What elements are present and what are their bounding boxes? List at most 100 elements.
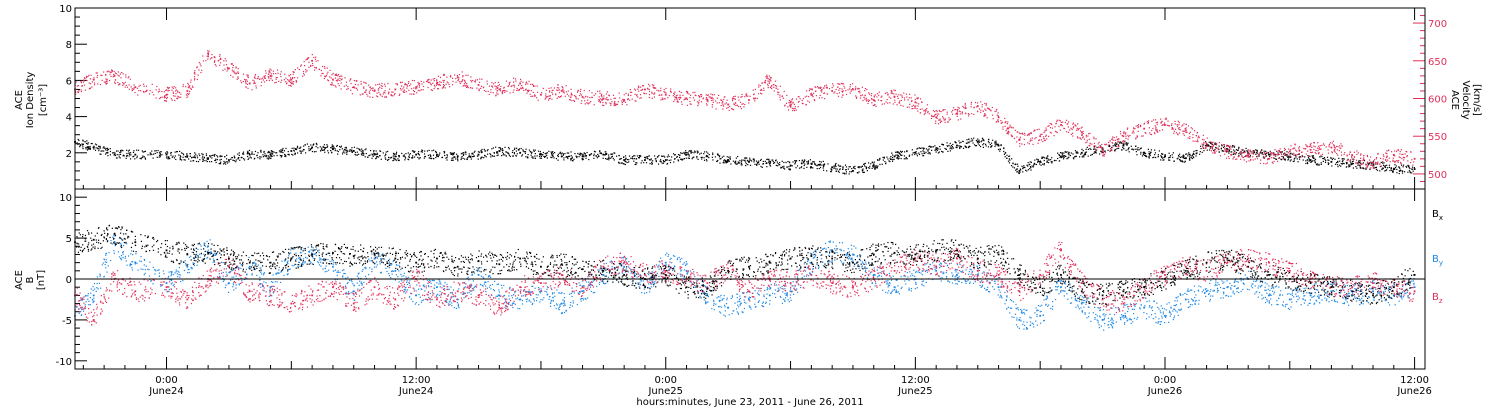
velocity-series-dot bbox=[496, 86, 498, 88]
velocity-series-dot bbox=[288, 75, 290, 77]
density-series-dot bbox=[395, 159, 397, 161]
velocity-series-dot bbox=[385, 96, 388, 98]
density-series-dot bbox=[626, 161, 628, 164]
density-series-dot bbox=[81, 143, 83, 145]
density-series-dot bbox=[608, 157, 610, 159]
velocity-series-dot bbox=[432, 82, 434, 84]
velocity-series-dot bbox=[517, 89, 519, 91]
density-series-dot bbox=[460, 158, 462, 161]
velocity-series-dot bbox=[757, 93, 760, 95]
velocity-series-dot bbox=[641, 89, 643, 91]
velocity-series-dot bbox=[1153, 132, 1156, 134]
velocity-series-dot bbox=[384, 83, 386, 85]
density-series-dot bbox=[690, 152, 692, 154]
velocity-series-dot bbox=[223, 60, 225, 62]
velocity-series-dot bbox=[240, 80, 242, 82]
density-series-dot bbox=[780, 167, 782, 169]
density-series-dot bbox=[1182, 154, 1184, 156]
density-series-dot bbox=[490, 156, 492, 158]
density-series-dot bbox=[975, 145, 977, 147]
velocity-series-dot bbox=[226, 66, 229, 69]
density-series-dot bbox=[992, 139, 994, 141]
density-series-dot bbox=[940, 150, 943, 153]
density-series-dot bbox=[1235, 149, 1238, 151]
density-series-dot bbox=[239, 159, 241, 161]
density-series-dot bbox=[552, 153, 554, 155]
density-series-dot bbox=[264, 155, 266, 157]
density-series-dot bbox=[773, 162, 775, 164]
density-series-dot bbox=[413, 156, 416, 158]
density-series-dot bbox=[814, 164, 817, 166]
density-series-dot bbox=[97, 147, 99, 149]
velocity-series-dot bbox=[985, 114, 987, 116]
velocity-series-dot bbox=[149, 90, 151, 92]
density-series-dot bbox=[619, 158, 622, 160]
density-series-dot bbox=[129, 158, 132, 160]
density-series-dot bbox=[1340, 165, 1342, 167]
velocity-series-dot bbox=[743, 106, 745, 108]
velocity-series-dot bbox=[551, 98, 553, 100]
velocity-series-dot bbox=[110, 69, 113, 71]
density-series-dot bbox=[903, 151, 906, 153]
density-series-dot bbox=[1068, 156, 1070, 158]
density-series-dot bbox=[398, 155, 400, 157]
density-series-dot bbox=[1008, 162, 1011, 164]
velocity-series-dot bbox=[1079, 137, 1081, 139]
density-series-dot bbox=[1244, 155, 1247, 157]
velocity-series-dot bbox=[930, 117, 933, 120]
density-series-dot bbox=[801, 162, 803, 164]
velocity-series-dot bbox=[1147, 120, 1150, 122]
velocity-series-dot bbox=[894, 99, 896, 101]
density-series-point-21 bbox=[519, 151, 522, 154]
velocity-series-dot bbox=[345, 81, 348, 83]
density-series-dot bbox=[1177, 157, 1179, 159]
density-series-dot bbox=[463, 153, 465, 155]
velocity-series-dot bbox=[317, 60, 319, 62]
velocity-series-dot bbox=[967, 113, 969, 115]
velocity-series-dot bbox=[789, 102, 791, 104]
velocity-series-dot bbox=[193, 76, 196, 78]
velocity-series-point-57 bbox=[1268, 157, 1270, 160]
density-series-dot bbox=[439, 152, 441, 154]
velocity-series-dot bbox=[275, 76, 277, 79]
velocity-series-dot bbox=[1114, 139, 1116, 141]
velocity-series-dot bbox=[507, 85, 509, 88]
velocity-series-dot bbox=[648, 88, 650, 90]
velocity-series-dot bbox=[736, 104, 738, 106]
density-series-dot bbox=[364, 156, 366, 158]
velocity-series-dot bbox=[1197, 135, 1200, 137]
density-series-dot bbox=[456, 153, 458, 155]
velocity-series-dot bbox=[1239, 152, 1242, 154]
velocity-series-dot bbox=[848, 88, 851, 90]
density-series-dot bbox=[358, 148, 360, 150]
density-series-dot bbox=[1256, 156, 1258, 158]
density-series-dot bbox=[446, 159, 448, 161]
velocity-series-dot bbox=[1229, 145, 1231, 147]
density-series-dot bbox=[1030, 166, 1032, 169]
density-series-dot bbox=[263, 150, 265, 153]
density-series-dot bbox=[1382, 162, 1384, 164]
velocity-series-dot bbox=[862, 99, 864, 102]
density-series-dot bbox=[1351, 163, 1353, 165]
density-series-dot bbox=[88, 147, 90, 150]
velocity-series-dot bbox=[501, 91, 504, 93]
density-series-dot bbox=[1402, 170, 1404, 173]
velocity-series-dot bbox=[733, 98, 735, 100]
density-series-dot bbox=[1376, 169, 1379, 171]
density-series-dot bbox=[385, 153, 387, 155]
velocity-series-dot bbox=[754, 100, 756, 102]
velocity-series-dot bbox=[820, 86, 822, 88]
density-series-dot bbox=[1267, 151, 1269, 154]
velocity-series-dot bbox=[1151, 120, 1153, 122]
velocity-series-dot bbox=[917, 105, 919, 107]
velocity-series-dot bbox=[771, 84, 773, 87]
velocity-series-dot bbox=[497, 81, 500, 84]
density-series-dot bbox=[1245, 147, 1247, 150]
velocity-series-dot bbox=[1007, 130, 1010, 132]
velocity-series-dot bbox=[831, 86, 833, 89]
density-series-dot bbox=[1315, 163, 1318, 165]
velocity-series-dot bbox=[1198, 136, 1200, 139]
velocity-series-dot bbox=[481, 78, 483, 80]
density-series-dot bbox=[644, 156, 646, 158]
density-series-dot bbox=[1396, 172, 1398, 174]
